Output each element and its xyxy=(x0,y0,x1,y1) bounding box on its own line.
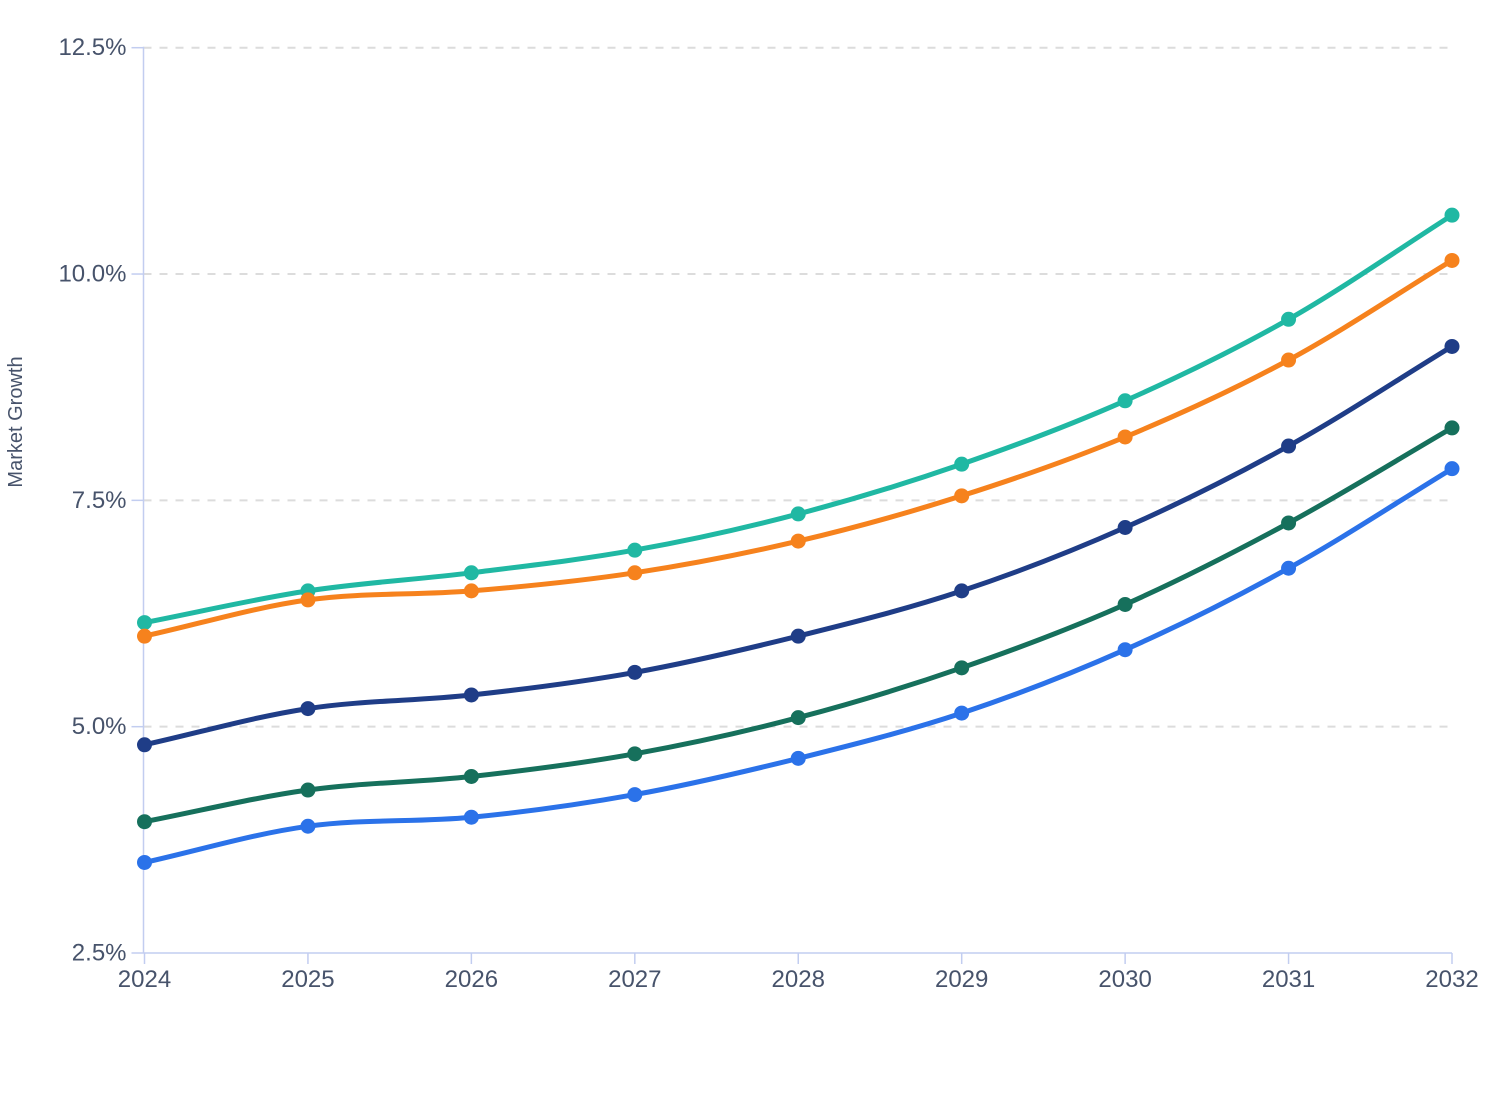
data-point-orange-2025 xyxy=(300,592,316,608)
series-line-navy xyxy=(142,343,1455,748)
series-line-dark-green xyxy=(142,425,1455,825)
data-point-navy-2024 xyxy=(137,737,152,753)
data-point-orange-2026 xyxy=(463,583,479,599)
x-tick-label: 2030 xyxy=(1098,966,1151,993)
data-point-teal-2030 xyxy=(1117,393,1133,409)
data-point-orange-2029 xyxy=(954,488,970,504)
x-tick-label: 2026 xyxy=(445,966,498,993)
data-point-orange-2030 xyxy=(1117,429,1133,445)
data-point-blue-2026 xyxy=(463,809,479,825)
data-point-navy-2026 xyxy=(463,687,479,703)
data-point-orange-2031 xyxy=(1281,352,1297,368)
data-point-teal-2028 xyxy=(790,506,806,522)
data-point-teal-2026 xyxy=(463,565,479,581)
data-point-blue-2027 xyxy=(627,787,643,803)
data-point-teal-2031 xyxy=(1281,311,1297,327)
data-point-dark-green-2028 xyxy=(790,710,806,726)
data-point-dark-green-2031 xyxy=(1281,515,1297,531)
y-axis-title: Market Growth xyxy=(5,356,27,487)
x-tick-label: 2027 xyxy=(608,966,661,993)
x-tick-label: 2029 xyxy=(935,966,988,993)
series-line-blue xyxy=(142,466,1455,865)
data-point-dark-green-2026 xyxy=(463,768,479,784)
data-point-dark-green-2029 xyxy=(954,660,970,676)
data-point-blue-2030 xyxy=(1117,642,1133,658)
y-tick-label: 7.5% xyxy=(72,487,127,514)
y-tick-label: 2.5% xyxy=(72,940,127,967)
data-point-orange-2032 xyxy=(1444,252,1460,268)
data-point-dark-green-2027 xyxy=(627,746,643,762)
data-point-blue-2024 xyxy=(137,854,152,870)
series-line-orange xyxy=(142,257,1455,639)
data-point-blue-2031 xyxy=(1281,560,1297,576)
x-tick-label: 2032 xyxy=(1425,966,1478,993)
data-point-dark-green-2032 xyxy=(1444,420,1460,436)
data-point-dark-green-2024 xyxy=(137,814,152,830)
y-tick-label: 12.5% xyxy=(58,34,126,61)
data-point-blue-2029 xyxy=(954,705,970,721)
series-line-teal xyxy=(142,212,1455,626)
axes-layer xyxy=(131,46,1453,964)
data-point-navy-2025 xyxy=(300,701,316,717)
data-point-teal-2032 xyxy=(1444,207,1460,223)
data-point-teal-2024 xyxy=(137,615,152,631)
x-tick-label: 2031 xyxy=(1262,966,1315,993)
data-point-teal-2027 xyxy=(627,542,643,558)
data-point-orange-2028 xyxy=(790,533,806,549)
x-tick-label: 2025 xyxy=(281,966,334,993)
data-point-blue-2032 xyxy=(1444,461,1460,477)
data-point-orange-2024 xyxy=(137,628,152,644)
data-point-navy-2028 xyxy=(790,628,806,644)
gridlines-layer xyxy=(143,46,1448,728)
data-point-blue-2025 xyxy=(300,818,316,834)
y-tick-label: 10.0% xyxy=(58,261,126,288)
data-point-navy-2029 xyxy=(954,583,970,599)
data-point-teal-2029 xyxy=(954,456,970,472)
data-point-dark-green-2025 xyxy=(300,782,316,798)
x-tick-label: 2024 xyxy=(118,966,171,993)
x-tick-label: 2028 xyxy=(772,966,825,993)
data-point-navy-2027 xyxy=(627,664,643,680)
data-point-navy-2032 xyxy=(1444,338,1460,354)
data-point-navy-2031 xyxy=(1281,438,1297,454)
data-point-dark-green-2030 xyxy=(1117,596,1133,612)
data-point-orange-2027 xyxy=(627,565,643,581)
tick-labels-layer: 2.5% 5.0% 7.5% 10.0% 12.5% 2024 2025 2026 2027 20… xyxy=(58,34,1478,993)
series-layer xyxy=(137,207,1460,870)
data-point-navy-2030 xyxy=(1117,520,1133,536)
data-point-blue-2028 xyxy=(790,750,806,766)
y-tick-label: 5.0% xyxy=(72,713,127,740)
